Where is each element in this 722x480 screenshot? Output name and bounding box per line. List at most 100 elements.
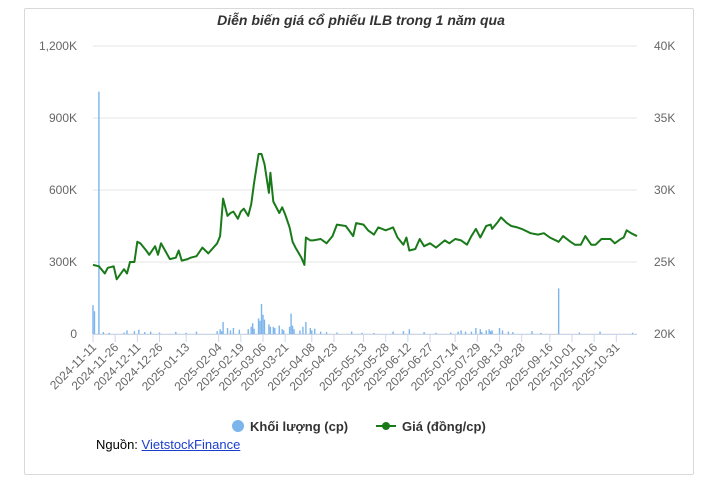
source-note: Nguồn: VietstockFinance [96, 437, 240, 452]
y-axis-right: 20K 25K 30K 35K 40K [654, 39, 675, 341]
volume-bar [278, 325, 280, 334]
volume-bar [260, 304, 263, 334]
volume-bar [498, 328, 501, 334]
volume-bar [250, 326, 252, 334]
legend-volume-label: Khối lượng (cp) [250, 419, 348, 434]
volume-bar [108, 332, 110, 334]
volume-bar [479, 329, 482, 334]
volume-bar [259, 320, 261, 334]
volume-bar [102, 332, 105, 334]
volume-bar [489, 331, 492, 334]
volume-bar [336, 332, 338, 334]
volume-bar [325, 332, 328, 334]
volume-bar [282, 330, 285, 334]
volume-bar [319, 331, 322, 334]
volume-bar [460, 330, 462, 334]
volume-bar [512, 332, 514, 334]
volume-bar [251, 323, 254, 334]
price-line [92, 153, 638, 281]
volume-bar [93, 311, 96, 334]
volume-bar [123, 332, 125, 334]
volume-bar [435, 332, 437, 334]
volume-bar [293, 329, 295, 334]
x-axis: 2024-11-112024-11-262024-12-112024-12-26… [47, 334, 637, 394]
volume-bar [149, 331, 152, 334]
volume-bar [299, 330, 301, 334]
y-axis-left: 0 300K 600K 900K 1,200K [39, 39, 77, 341]
legend-price-marker [382, 422, 390, 430]
volume-bar [126, 330, 128, 334]
volume-bar [457, 331, 459, 334]
volume-bar [288, 326, 291, 334]
volume-bar [158, 332, 161, 334]
volume-bar [253, 328, 255, 334]
volume-bar [175, 331, 177, 334]
volume-bar [408, 329, 411, 334]
volume-bar [269, 326, 272, 334]
y-left-tick-label: 900K [49, 111, 77, 125]
legend-item-volume[interactable]: Khối lượng (cp) [232, 419, 348, 434]
volume-bar [423, 332, 425, 334]
volume-bar [481, 332, 483, 334]
volume-bar [309, 328, 312, 334]
volume-bar [232, 328, 235, 334]
volume-bar [222, 322, 224, 334]
y-left-tick-label: 0 [70, 327, 77, 341]
source-link[interactable]: VietstockFinance [141, 437, 241, 452]
y-left-tick-label: 300K [49, 255, 77, 269]
volume-bar [144, 332, 146, 334]
volume-bar [268, 324, 270, 334]
volume-bar [311, 330, 313, 334]
volume-bar [229, 330, 232, 334]
volume-bar [599, 331, 601, 334]
volume-bar [247, 329, 249, 334]
source-label: Nguồn: [96, 437, 142, 452]
price-line-group [92, 153, 638, 281]
y-right-tick-label: 35K [654, 111, 675, 125]
y-right-tick-label: 20K [654, 327, 675, 341]
volume-bar [402, 331, 405, 334]
volume-bar [291, 325, 294, 334]
volume-bar [531, 331, 533, 334]
volume-bar [290, 313, 292, 334]
volume-bar [98, 91, 100, 334]
y-right-tick-label: 25K [654, 255, 675, 269]
volume-bar [557, 288, 560, 334]
volume-bar [485, 330, 487, 334]
volume-bars [92, 91, 634, 334]
volume-bar [216, 331, 218, 334]
volume-bar [262, 314, 264, 334]
volume-bar [263, 319, 266, 334]
volume-bar [540, 332, 542, 334]
y-left-tick-label: 1,200K [39, 39, 77, 53]
volume-bar [272, 326, 275, 334]
legend-item-price[interactable]: Giá (đồng/cp) [376, 419, 486, 434]
volume-bar [219, 329, 221, 334]
volume-bar [92, 305, 94, 334]
volume-bar [392, 331, 394, 334]
volume-bar [350, 331, 353, 334]
volume-bar [220, 331, 223, 334]
volume-bar [281, 329, 283, 334]
volume-bar [305, 322, 307, 334]
grid-lines [93, 45, 637, 335]
volume-bar [195, 331, 198, 334]
legend-volume-marker [232, 420, 244, 432]
volume-bar [133, 331, 136, 334]
legend[interactable]: Khối lượng (cp) Giá (đồng/cp) [232, 419, 486, 434]
volume-bar [578, 332, 581, 334]
legend-price-label: Giá (đồng/cp) [402, 419, 486, 434]
volume-bar [450, 332, 452, 334]
volume-bar [631, 332, 634, 334]
volume-bar [238, 329, 241, 334]
volume-bar [257, 318, 260, 334]
y-left-tick-label: 600K [49, 183, 77, 197]
volume-bar [274, 328, 276, 334]
volume-bar [475, 328, 477, 334]
volume-bar [373, 333, 375, 334]
volume-bar [226, 328, 229, 334]
volume-bar [491, 330, 493, 334]
volume-bar [488, 329, 490, 334]
volume-bar [361, 332, 363, 334]
